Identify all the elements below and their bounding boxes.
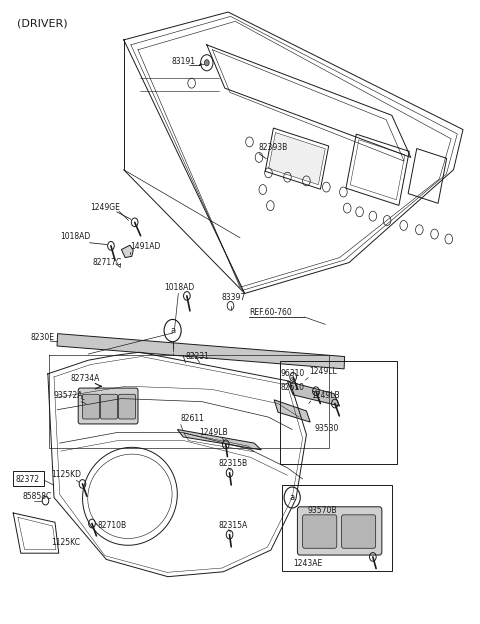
Text: a: a	[170, 326, 175, 335]
Text: 1125KC: 1125KC	[51, 538, 80, 547]
Polygon shape	[57, 334, 345, 369]
Text: 93572A: 93572A	[53, 391, 83, 401]
FancyBboxPatch shape	[78, 388, 138, 424]
Text: 96310: 96310	[280, 369, 305, 378]
Text: 93570B: 93570B	[308, 506, 337, 515]
Text: 1249LB: 1249LB	[311, 391, 340, 400]
Text: 82315B: 82315B	[219, 459, 248, 468]
Polygon shape	[274, 400, 310, 422]
Bar	[282, 485, 392, 570]
Text: 1249LB: 1249LB	[200, 428, 228, 437]
Text: 82610: 82610	[281, 383, 305, 392]
Text: 85858C: 85858C	[23, 492, 52, 501]
Text: REF.60-760: REF.60-760	[250, 308, 292, 317]
Text: a: a	[289, 493, 295, 502]
Text: 82611: 82611	[180, 414, 204, 423]
Text: 1125KD: 1125KD	[51, 470, 81, 479]
Circle shape	[204, 60, 209, 66]
Circle shape	[284, 487, 300, 508]
Polygon shape	[269, 132, 325, 185]
Text: 1018AD: 1018AD	[60, 233, 90, 241]
Text: 82393B: 82393B	[259, 144, 288, 152]
FancyBboxPatch shape	[342, 515, 376, 548]
Text: 1491AD: 1491AD	[130, 242, 160, 251]
Text: 82315A: 82315A	[219, 520, 248, 530]
Text: 1249GE: 1249GE	[91, 203, 120, 212]
Text: 93530: 93530	[315, 424, 339, 432]
Text: 83191: 83191	[171, 57, 195, 67]
FancyBboxPatch shape	[83, 394, 99, 419]
Text: (DRIVER): (DRIVER)	[17, 18, 68, 28]
FancyBboxPatch shape	[100, 394, 118, 419]
Text: 8230E: 8230E	[30, 333, 54, 343]
Text: 82717C: 82717C	[93, 258, 122, 268]
Polygon shape	[288, 381, 340, 406]
Text: 1243AE: 1243AE	[294, 559, 323, 568]
Text: 82372: 82372	[15, 475, 39, 484]
FancyBboxPatch shape	[298, 507, 382, 555]
Polygon shape	[121, 245, 133, 258]
Text: 83397: 83397	[222, 293, 246, 302]
Polygon shape	[178, 429, 261, 450]
Bar	[280, 361, 396, 464]
FancyBboxPatch shape	[119, 394, 136, 419]
Text: 82231: 82231	[185, 353, 209, 361]
Text: 1018AD: 1018AD	[164, 283, 194, 292]
Text: 1249LL: 1249LL	[309, 368, 336, 376]
Circle shape	[164, 319, 181, 342]
Bar	[13, 471, 44, 486]
Text: 82710B: 82710B	[97, 520, 127, 530]
Text: 82734A: 82734A	[70, 374, 99, 383]
FancyBboxPatch shape	[302, 515, 337, 548]
